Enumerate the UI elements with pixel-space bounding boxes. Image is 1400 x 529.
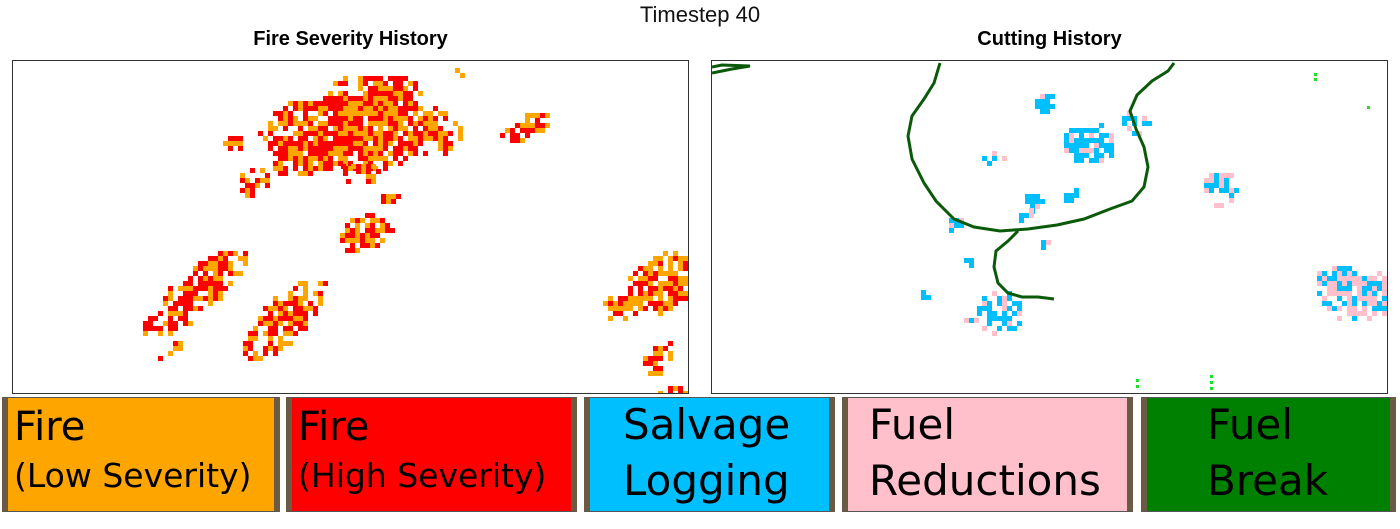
legend-fire-high-severity: Fire (High Severity) — [286, 397, 577, 512]
legend-fuel-break: Fuel Break — [1141, 397, 1396, 512]
fuel-break-outline — [712, 62, 1176, 301]
legend-fire-low-severity: Fire (Low Severity) — [2, 397, 280, 512]
legend-fire-low-line2: (Low Severity) — [14, 456, 252, 495]
legend-salvage-line1: Salvage — [623, 400, 791, 449]
legend-fuel-red-line1: Fuel — [869, 400, 955, 449]
legend-fire-high-line2: (High Severity) — [298, 456, 547, 495]
cutting-history-raster — [712, 62, 1387, 390]
legend-fuel-break-line1: Fuel — [1207, 400, 1293, 449]
cutting-history-map — [711, 60, 1388, 394]
legend-fuel-reductions: Fuel Reductions — [842, 397, 1133, 512]
fire-severity-raster — [143, 68, 688, 393]
fire-panel-title: Fire Severity History — [253, 28, 448, 50]
cutting-panel-title: Cutting History — [977, 28, 1122, 50]
figure-title: Timestep 40 — [639, 2, 761, 27]
legend-fuel-red-line2: Reductions — [869, 456, 1101, 505]
legend-salvage-logging: Salvage Logging — [584, 397, 835, 512]
fire-severity-map — [12, 60, 689, 394]
legend-salvage-line2: Logging — [623, 456, 790, 505]
legend-fire-high-line1: Fire — [298, 404, 370, 450]
legend-fuel-break-line2: Break — [1207, 456, 1329, 505]
legend-fire-low-line1: Fire — [14, 404, 86, 450]
